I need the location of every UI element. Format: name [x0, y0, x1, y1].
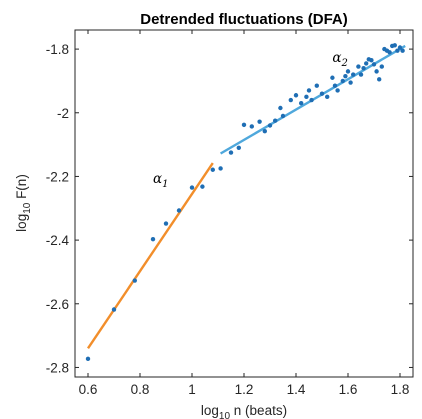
data-point: [345, 69, 351, 74]
data-point: [304, 94, 309, 100]
data-point: [111, 307, 117, 312]
y-axis: -2.8 -2.6 -2.4 -2.2 -2 -1.8: [46, 42, 413, 375]
x-tick-label: 1: [188, 382, 196, 397]
y-axis-label-prefix: log: [14, 214, 29, 232]
x-axis-label-suffix: n (beats): [230, 403, 287, 418]
data-point: [176, 208, 182, 213]
y-tick-label: -2.2: [46, 169, 69, 184]
data-point: [397, 45, 403, 50]
fit-line-1: [87, 162, 214, 350]
x-axis-label-prefix: log: [201, 403, 219, 418]
x-axis-label-sub: 10: [219, 411, 231, 419]
data-point: [335, 88, 340, 93]
data-point: [395, 48, 400, 53]
data-point: [387, 50, 392, 55]
data-point: [340, 78, 345, 84]
data-point: [332, 83, 338, 88]
x-tick-label: 1.6: [339, 382, 358, 397]
y-axis-label-suffix: F(n): [14, 174, 29, 203]
data-point: [85, 356, 91, 362]
data-point: [351, 72, 356, 77]
data-point: [371, 62, 377, 67]
data-point: [288, 97, 293, 103]
data-point: [356, 64, 361, 69]
x-tick-label: 0.6: [79, 382, 98, 397]
alpha-2-label: α2: [332, 50, 348, 69]
data-point: [306, 88, 312, 93]
data-point: [218, 166, 223, 171]
data-point: [314, 83, 319, 88]
x-tick-label: 1.2: [235, 382, 254, 397]
data-point: [236, 145, 241, 150]
data-point: [309, 97, 314, 103]
data-point: [262, 129, 267, 134]
y-axis-label: log10 F(n): [14, 174, 33, 232]
data-point: [241, 122, 247, 128]
data-point: [369, 58, 374, 63]
data-point: [361, 66, 366, 71]
data-point: [330, 75, 335, 80]
x-axis: 0.6 0.8 1 1.2 1.4 1.6 1.8: [79, 30, 410, 397]
x-axis-label: log10 n (beats): [201, 403, 287, 419]
x-tick-label: 0.8: [131, 382, 150, 397]
chart-title: Detrended fluctuations (DFA): [140, 11, 348, 28]
data-point: [358, 72, 364, 77]
data-points: [85, 43, 405, 362]
data-point: [132, 278, 137, 283]
data-point: [273, 118, 278, 123]
plot-area-frame: [74, 29, 414, 378]
data-point: [150, 236, 156, 242]
y-tick-label: -2.8: [46, 360, 69, 375]
data-point: [210, 167, 215, 172]
data-point: [348, 80, 353, 85]
y-axis-label-sub: 10: [22, 202, 33, 214]
data-point: [257, 119, 262, 124]
data-point: [379, 64, 384, 69]
data-point: [267, 123, 273, 128]
data-point: [189, 185, 195, 190]
data-point: [280, 113, 286, 119]
data-point: [293, 93, 299, 98]
data-point: [249, 124, 254, 129]
x-tick-label: 1.4: [287, 382, 306, 397]
data-point: [319, 91, 325, 96]
fit-lines: [87, 44, 406, 350]
data-point: [364, 61, 369, 66]
data-point: [392, 43, 397, 48]
data-point: [299, 101, 304, 106]
data-point: [278, 105, 283, 111]
y-tick-label: -1.8: [46, 42, 69, 57]
data-point: [200, 184, 205, 189]
data-point: [374, 69, 379, 74]
y-tick-label: -2.4: [46, 233, 70, 248]
data-point: [400, 48, 405, 53]
data-point: [325, 94, 330, 100]
annotations: α1 α2: [153, 50, 348, 190]
alpha-1-label: α1: [153, 171, 169, 190]
data-point: [343, 73, 348, 79]
data-point: [377, 77, 382, 82]
y-tick-label: -2.6: [46, 297, 69, 312]
data-point: [228, 150, 234, 155]
x-tick-label: 1.8: [391, 382, 410, 397]
y-tick-label: -2: [57, 106, 69, 121]
data-point: [163, 221, 169, 226]
